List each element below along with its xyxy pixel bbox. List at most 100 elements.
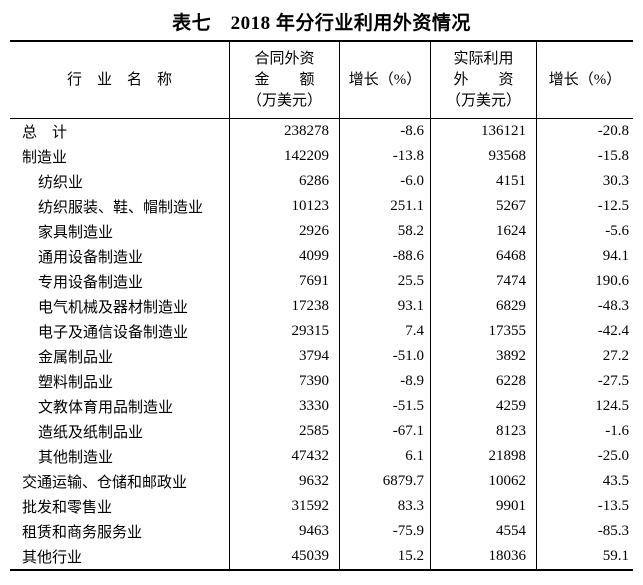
actual-growth-cell: -5.6 bbox=[605, 223, 629, 239]
contract-amount-cell: 7691 bbox=[230, 269, 340, 294]
actual-growth-cell: -25.0 bbox=[597, 448, 629, 464]
table-body: 总 计 238278 -8.6 136121 -20.8 制造业 142209 … bbox=[10, 119, 633, 569]
contract-growth-cell: -75.9 bbox=[340, 519, 431, 544]
industry-name-cell: 文教体育用品制造业 bbox=[10, 394, 230, 419]
actual-amount-cell: 18036 bbox=[431, 544, 537, 569]
contract-amount-cell: 2926 bbox=[230, 219, 340, 244]
actual-amount-cell: 21898 bbox=[431, 444, 537, 469]
table-row: 纺织服装、鞋、帽制造业 10123 251.1 5267 -12.5 bbox=[10, 194, 633, 219]
contract-amount-cell: 47432 bbox=[230, 444, 340, 469]
contract-amount-cell: 3794 bbox=[230, 344, 340, 369]
contract-amount-cell: 9632 bbox=[230, 469, 340, 494]
actual-growth-cell: -27.5 bbox=[597, 373, 629, 389]
header-contract-growth: 增长（%） bbox=[340, 42, 431, 118]
actual-amount-cell: 6228 bbox=[431, 369, 537, 394]
industry-name-cell: 纺织服装、鞋、帽制造业 bbox=[10, 194, 230, 219]
table-row: 纺织业 6286 -6.0 4151 30.3 bbox=[10, 169, 633, 194]
actual-amount-cell: 7474 bbox=[431, 269, 537, 294]
header-contract-line3: （万美元） bbox=[246, 92, 322, 109]
actual-amount-cell: 136121 bbox=[431, 119, 537, 144]
actual-amount-cell: 6468 bbox=[431, 244, 537, 269]
contract-amount-cell: 2585 bbox=[230, 419, 340, 444]
contract-amount-cell: 142209 bbox=[230, 144, 340, 169]
actual-growth-cell: -48.3 bbox=[597, 298, 629, 314]
header-contract-line2: 金 额 bbox=[254, 71, 315, 88]
contract-amount-cell: 4099 bbox=[230, 244, 340, 269]
contract-growth-cell: 25.5 bbox=[340, 269, 431, 294]
table-row: 租赁和商务服务业 9463 -75.9 4554 -85.3 bbox=[10, 519, 633, 544]
header-actual-line3: （万美元） bbox=[445, 92, 521, 109]
actual-growth-cell: -12.5 bbox=[597, 198, 629, 214]
contract-amount-cell: 7390 bbox=[230, 369, 340, 394]
contract-growth-cell: 6.1 bbox=[340, 444, 431, 469]
contract-amount-cell: 10123 bbox=[230, 194, 340, 219]
actual-amount-cell: 3892 bbox=[431, 344, 537, 369]
industry-name-cell: 其他制造业 bbox=[10, 444, 230, 469]
industry-name-cell: 其他行业 bbox=[10, 544, 230, 569]
actual-growth-cell: 190.6 bbox=[595, 273, 629, 289]
actual-amount-cell: 4259 bbox=[431, 394, 537, 419]
header-contract-line1: 合同外资 bbox=[254, 50, 315, 67]
contract-amount-cell: 17238 bbox=[230, 294, 340, 319]
actual-amount-cell: 4151 bbox=[431, 169, 537, 194]
industry-name-cell: 租赁和商务服务业 bbox=[10, 519, 230, 544]
contract-amount-cell: 29315 bbox=[230, 319, 340, 344]
contract-growth-cell: 93.1 bbox=[340, 294, 431, 319]
actual-amount-cell: 10062 bbox=[431, 469, 537, 494]
table-title: 表七 2018 年分行业利用外资情况 bbox=[172, 13, 471, 34]
industry-name-cell: 纺织业 bbox=[10, 169, 230, 194]
header-actual-line1: 实际利用 bbox=[453, 50, 514, 67]
contract-growth-cell: 7.4 bbox=[340, 319, 431, 344]
actual-growth-cell: -15.8 bbox=[597, 148, 629, 164]
industry-name-cell: 批发和零售业 bbox=[10, 494, 230, 519]
actual-growth-cell: 43.5 bbox=[602, 473, 629, 489]
contract-growth-cell: 83.3 bbox=[340, 494, 431, 519]
contract-growth-cell: -8.6 bbox=[340, 119, 431, 144]
table-row: 批发和零售业 31592 83.3 9901 -13.5 bbox=[10, 494, 633, 519]
table-row: 造纸及纸制品业 2585 -67.1 8123 -1.6 bbox=[10, 419, 633, 444]
table-row: 制造业 142209 -13.8 93568 -15.8 bbox=[10, 144, 633, 169]
contract-growth-cell: -51.5 bbox=[340, 394, 431, 419]
industry-name-cell: 通用设备制造业 bbox=[10, 244, 230, 269]
table-row: 电气机械及器材制造业 17238 93.1 6829 -48.3 bbox=[10, 294, 633, 319]
table-row: 交通运输、仓储和邮政业 9632 6879.7 10062 43.5 bbox=[10, 469, 633, 494]
actual-growth-cell: -1.6 bbox=[605, 423, 629, 439]
contract-growth-cell: -67.1 bbox=[340, 419, 431, 444]
header-actual-growth: 增长（%） bbox=[537, 42, 633, 118]
industry-name-cell: 塑料制品业 bbox=[10, 369, 230, 394]
actual-amount-cell: 6829 bbox=[431, 294, 537, 319]
contract-amount-cell: 3330 bbox=[230, 394, 340, 419]
contract-amount-cell: 31592 bbox=[230, 494, 340, 519]
contract-amount-cell: 45039 bbox=[230, 544, 340, 569]
actual-growth-cell: -20.8 bbox=[597, 123, 629, 139]
actual-growth-cell: 124.5 bbox=[595, 398, 629, 414]
industry-name-cell: 电子及通信设备制造业 bbox=[10, 319, 230, 344]
actual-growth-cell: 27.2 bbox=[602, 348, 629, 364]
industry-name-cell: 总 计 bbox=[10, 119, 230, 144]
contract-growth-cell: 58.2 bbox=[340, 219, 431, 244]
contract-amount-cell: 238278 bbox=[230, 119, 340, 144]
actual-amount-cell: 5267 bbox=[431, 194, 537, 219]
actual-amount-cell: 8123 bbox=[431, 419, 537, 444]
foreign-investment-table: 行 业 名 称 合同外资 金 额 （万美元） 增长（%） 实际利用 外 资 （万… bbox=[10, 40, 633, 571]
actual-growth-cell: 59.1 bbox=[602, 548, 629, 564]
contract-amount-cell: 6286 bbox=[230, 169, 340, 194]
contract-growth-cell: -88.6 bbox=[340, 244, 431, 269]
contract-growth-cell: 251.1 bbox=[340, 194, 431, 219]
table-row: 家具制造业 2926 58.2 1624 -5.6 bbox=[10, 219, 633, 244]
contract-amount-cell: 9463 bbox=[230, 519, 340, 544]
contract-growth-cell: -6.0 bbox=[340, 169, 431, 194]
table-row: 金属制品业 3794 -51.0 3892 27.2 bbox=[10, 344, 633, 369]
actual-amount-cell: 17355 bbox=[431, 319, 537, 344]
contract-growth-cell: 15.2 bbox=[340, 544, 431, 569]
actual-amount-cell: 93568 bbox=[431, 144, 537, 169]
contract-growth-cell: -8.9 bbox=[340, 369, 431, 394]
header-actual-amount: 实际利用 外 资 （万美元） bbox=[431, 42, 537, 118]
table-row: 通用设备制造业 4099 -88.6 6468 94.1 bbox=[10, 244, 633, 269]
actual-growth-cell: -13.5 bbox=[597, 498, 629, 514]
table-row: 总 计 238278 -8.6 136121 -20.8 bbox=[10, 119, 633, 144]
industry-name-cell: 制造业 bbox=[10, 144, 230, 169]
actual-amount-cell: 4554 bbox=[431, 519, 537, 544]
industry-name-cell: 交通运输、仓储和邮政业 bbox=[10, 469, 230, 494]
industry-name-cell: 电气机械及器材制造业 bbox=[10, 294, 230, 319]
